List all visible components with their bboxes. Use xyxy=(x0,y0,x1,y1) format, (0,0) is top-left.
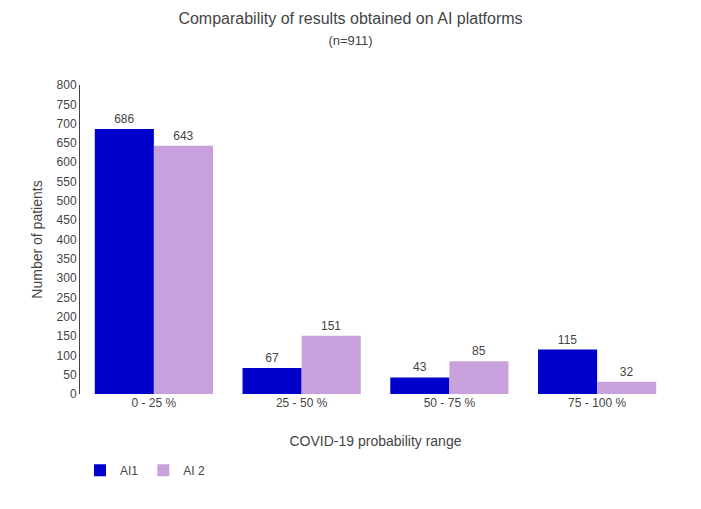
svg-text:150: 150 xyxy=(57,329,77,343)
svg-text:686: 686 xyxy=(114,112,134,126)
svg-text:650: 650 xyxy=(57,136,77,150)
svg-text:0: 0 xyxy=(70,387,77,401)
svg-text:400: 400 xyxy=(57,233,77,247)
svg-text:115: 115 xyxy=(558,333,577,347)
svg-text:Number of patients: Number of patients xyxy=(29,180,45,298)
svg-text:0 - 25 %: 0 - 25 % xyxy=(132,396,177,410)
svg-text:450: 450 xyxy=(57,213,77,227)
svg-text:600: 600 xyxy=(57,155,77,169)
svg-text:COVID-19 probability range: COVID-19 probability range xyxy=(290,433,462,449)
svg-text:75 - 100 %: 75 - 100 % xyxy=(568,396,626,410)
svg-text:32: 32 xyxy=(620,365,634,379)
svg-text:643: 643 xyxy=(173,129,193,143)
svg-text:85: 85 xyxy=(472,344,486,358)
svg-text:800: 800 xyxy=(57,78,77,92)
svg-text:50: 50 xyxy=(63,368,77,382)
svg-text:67: 67 xyxy=(265,351,279,365)
svg-text:750: 750 xyxy=(57,98,77,112)
svg-text:550: 550 xyxy=(57,175,77,189)
svg-text:350: 350 xyxy=(57,252,77,266)
svg-text:AI 2: AI 2 xyxy=(183,464,205,478)
svg-text:151: 151 xyxy=(321,319,341,333)
svg-text:250: 250 xyxy=(57,291,77,305)
svg-text:100: 100 xyxy=(57,349,77,363)
svg-text:AI1: AI1 xyxy=(120,464,138,478)
svg-text:Comparability of results obtai: Comparability of results obtained on AI … xyxy=(178,10,522,48)
svg-text:500: 500 xyxy=(57,194,77,208)
svg-text:25 - 50 %: 25 - 50 % xyxy=(276,396,328,410)
svg-text:43: 43 xyxy=(413,360,427,374)
svg-text:700: 700 xyxy=(57,117,77,131)
svg-text:300: 300 xyxy=(57,271,77,285)
svg-text:50 - 75 %: 50 - 75 % xyxy=(424,396,476,410)
svg-text:200: 200 xyxy=(57,310,77,324)
